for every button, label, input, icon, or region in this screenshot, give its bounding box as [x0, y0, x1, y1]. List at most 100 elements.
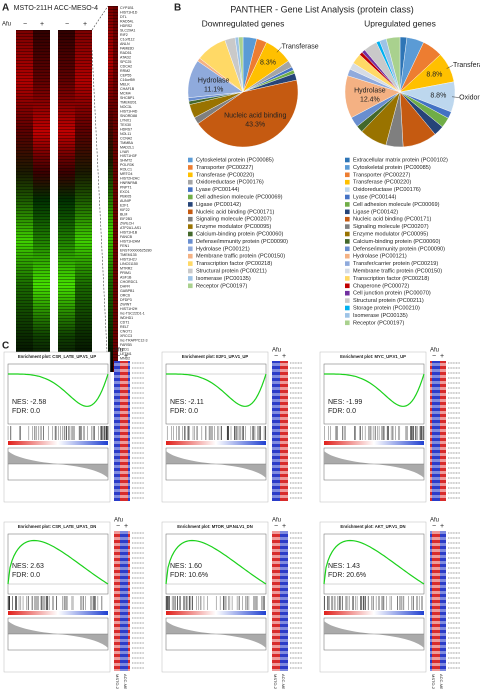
legend-swatch	[188, 172, 193, 178]
ranked-metric	[324, 451, 424, 478]
side-heatmap	[272, 361, 288, 501]
legend-swatch	[188, 187, 193, 192]
treatment-label: Afu	[430, 518, 439, 524]
side-heatmap	[114, 361, 130, 501]
heatmap	[16, 30, 92, 370]
ranked-metric	[8, 621, 108, 648]
gene-name: NOL11	[120, 132, 131, 136]
ranked-metric	[166, 451, 266, 478]
gene-name: MND2	[120, 356, 130, 360]
condition: −	[432, 523, 436, 530]
panel-title: PANTHER - Gene List Analysis (protein cl…	[230, 4, 413, 14]
gene-name: lnc-TSC22D1-1	[120, 312, 145, 316]
legend-swatch	[188, 283, 193, 289]
treatment-label: Afu	[114, 518, 123, 524]
legend-label: Calcium-binding protein (PC00060)	[353, 239, 441, 245]
legend-label: Enzyme modulator (PC00095)	[353, 231, 428, 237]
gene-name: RAD54L	[120, 19, 134, 23]
legend-swatch	[188, 276, 193, 281]
legend-label: Lyase (PC00144)	[196, 187, 239, 193]
gene-name: DFDP3	[120, 298, 132, 302]
legend-label: Nucleic acid binding (PC00171)	[196, 209, 274, 215]
condition: +	[440, 353, 444, 360]
legend-label: Membrane traffic protein (PC00150)	[353, 268, 442, 274]
legend-swatch	[345, 283, 350, 289]
plot-title: Enrichment plot: MYC_UP.V1_UP	[340, 354, 406, 359]
legend-swatch	[345, 194, 350, 200]
gene-name: ATP2A1-AS1	[120, 226, 141, 230]
condition: +	[124, 353, 128, 360]
treatment-label: Afu	[2, 22, 11, 28]
legend-swatch	[345, 276, 350, 281]
rank-bar	[8, 441, 108, 445]
ranked-metric	[166, 621, 266, 648]
gsea-plot: Enrichment plot: MYC_UP.V1_UP NES: -1.99 F…	[319, 348, 460, 503]
pie-callout: Nucleic acid binding	[224, 113, 286, 120]
gene-name: lnc-TRAPPC12-3	[120, 338, 148, 342]
gene-name: FARSB	[120, 343, 132, 347]
pie-callout: Transferase	[453, 62, 480, 69]
enrichment-curve	[7, 539, 109, 585]
gene-name: HDRS2	[120, 24, 132, 28]
legend-label: Receptor (PC00197)	[196, 283, 247, 289]
slice-value-label: 8.3%	[260, 60, 276, 67]
zoom-line	[91, 49, 109, 373]
panel-label: A	[2, 3, 9, 14]
cell-line: MSTO-211H	[14, 5, 53, 12]
fdr-text: FDR: 0.0	[328, 408, 356, 415]
legend-label: Cell adhesion molecule (PC00069)	[196, 194, 283, 200]
treatment-label: Afu	[272, 518, 281, 524]
legend-swatch	[345, 290, 350, 296]
sample-label: MSTO-211H	[273, 674, 278, 689]
pie-slice	[197, 79, 299, 148]
plot-title: Enrichment plot: MTOR_UP.N4.V1_DN	[177, 524, 252, 529]
legend-label: Hydrolase (PC00121)	[196, 246, 250, 252]
legend-label: Cytoskeletal protein (PC00085)	[196, 157, 274, 163]
condition: +	[440, 523, 444, 530]
gene-name: WDHD1	[120, 316, 133, 320]
gene-name: ASF1B	[120, 276, 132, 280]
side-heatmap	[430, 361, 446, 501]
cell-line: ACC-MESO-4	[54, 5, 98, 12]
legend-label: Nucleic acid binding (PC00171)	[353, 217, 431, 223]
side-heatmap	[114, 531, 130, 671]
enrichment-box	[7, 533, 109, 595]
sample-label: MSTO-211H	[431, 674, 436, 689]
gsea-plot: Enrichment plot: CSR_LATE_UP.V1_DN NES: 2…	[3, 518, 144, 689]
gene-name: HIST1H2AM	[120, 240, 140, 244]
gene-name: KIF22	[120, 208, 130, 212]
gene-name: TMEM135	[120, 253, 137, 257]
gene-name: LETM1	[120, 352, 132, 356]
pie-slice	[385, 36, 401, 93]
legend-swatch	[188, 216, 193, 222]
enrichment-box	[323, 533, 425, 595]
sample-label: ACC-MESO-4	[281, 674, 286, 689]
gene-name: ZWINT	[120, 303, 132, 307]
legend-label: Extracellular matrix protein (PC00102)	[353, 157, 448, 163]
legend-label: Cell adhesion molecule (PC00069)	[353, 202, 440, 208]
enrichment-curve	[324, 373, 425, 407]
callout-line	[446, 65, 454, 69]
gene-name: FZD1	[120, 347, 129, 351]
callout-line	[276, 46, 282, 53]
legend-label: Calcium-binding protein (PC00060)	[196, 231, 284, 237]
sample-label: ACC-MESO-4	[439, 674, 444, 689]
gene-name: ATAD2	[120, 55, 131, 59]
legend-label: Defense/immunity protein (PC00090)	[196, 239, 288, 245]
legend-swatch	[188, 194, 193, 200]
condition: +	[282, 353, 286, 360]
enrichment-box	[165, 363, 267, 425]
plot-title: Enrichment plot: CSR_LATE_UP.V1_DN	[18, 524, 97, 529]
condition: −	[116, 523, 120, 530]
gene-name: FEN1	[120, 244, 129, 248]
legend-swatch	[188, 261, 193, 266]
gene-name: CEP55	[120, 73, 131, 77]
gene-name: ORC6	[120, 294, 130, 298]
gsea-plot: Enrichment plot: E2F1_UP.V1_UP NES: -2.11…	[161, 348, 302, 503]
gene-name: PRIM1	[120, 271, 131, 275]
rank-bar	[166, 441, 266, 445]
condition: +	[124, 523, 128, 530]
gene-name: RRM2	[120, 69, 130, 73]
gene-name: C16orf59	[120, 78, 135, 82]
fdr-text: FDR: 20.6%	[328, 572, 366, 579]
